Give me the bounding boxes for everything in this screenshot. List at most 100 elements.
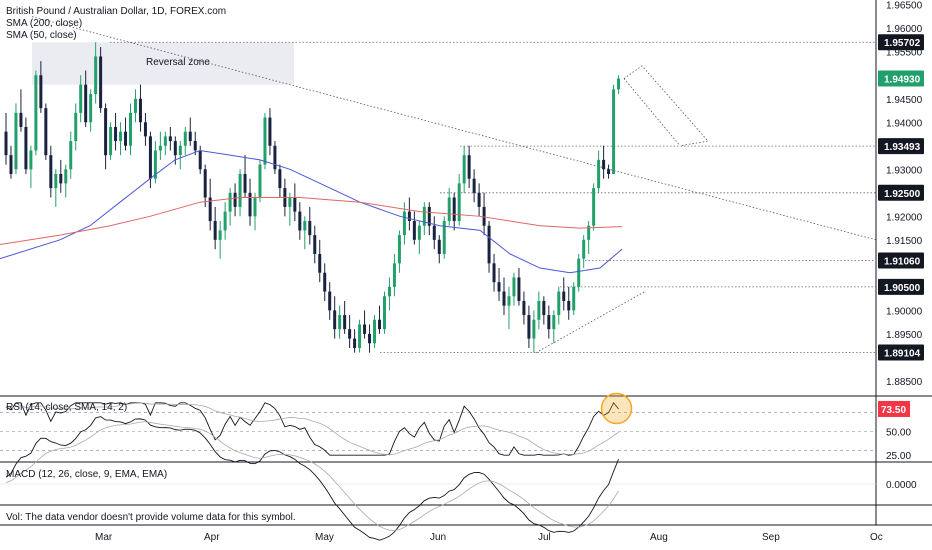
price-level-badge-text: 1.91060 xyxy=(884,257,921,268)
candle-body xyxy=(188,131,192,142)
candle-body xyxy=(497,282,501,292)
candle-body xyxy=(407,211,411,222)
candle-body xyxy=(24,126,28,170)
candle-body xyxy=(482,206,486,226)
candle-body xyxy=(44,108,48,156)
candle-body xyxy=(602,159,606,170)
candle-body xyxy=(422,206,426,226)
sma200-line xyxy=(0,197,623,246)
price-level-badge xyxy=(878,278,924,295)
candle-body xyxy=(368,333,372,344)
candle-body xyxy=(9,155,13,174)
month-label-may: May xyxy=(315,532,334,543)
macd-label: MACD (12, 26, close, 9, EMA, EMA) xyxy=(6,469,168,480)
candle-body xyxy=(452,197,456,222)
price-tick-label: 1.93000 xyxy=(886,165,923,176)
reversal-zone-label: Reversal zone xyxy=(146,57,210,68)
price-level-badge-text: 1.92500 xyxy=(884,189,921,200)
candle-body xyxy=(557,291,561,316)
last-price-badge-text: 1.94930 xyxy=(884,75,921,86)
candle-body xyxy=(512,277,516,297)
candle-body xyxy=(532,319,536,339)
price-tick-label: 1.92000 xyxy=(886,212,923,223)
candle-body xyxy=(313,235,317,254)
candle-body xyxy=(492,263,496,283)
sma50-legend: SMA (50, close) xyxy=(6,30,77,41)
sma50-line xyxy=(0,149,623,274)
candle-body xyxy=(39,75,43,109)
candle-body xyxy=(378,319,381,330)
candle-body xyxy=(94,56,98,95)
candles-group xyxy=(4,42,621,353)
candle-body xyxy=(99,56,103,109)
candle-body xyxy=(29,150,33,170)
candle-body xyxy=(114,126,118,142)
candle-body xyxy=(148,136,152,179)
candle-body xyxy=(34,75,38,151)
candle-body xyxy=(203,169,207,198)
candle-body xyxy=(263,117,267,165)
candle-body xyxy=(59,173,63,184)
candle-body xyxy=(462,155,466,184)
candle-body xyxy=(218,230,222,240)
candle-body xyxy=(363,324,367,334)
candle-body xyxy=(248,192,252,217)
last-price-badge xyxy=(878,70,924,87)
rsi-tick-label: 50.00 xyxy=(886,427,911,438)
rsi-label: RSI (14, close, SMA, 14, 2) xyxy=(6,402,128,413)
price-tick-label: 1.94000 xyxy=(886,118,923,129)
candle-body xyxy=(193,141,197,151)
candle-body xyxy=(138,98,142,123)
rsi-line xyxy=(5,401,619,456)
reversal-zone-rect xyxy=(32,42,294,85)
month-label-jul: Jul xyxy=(538,532,551,543)
price-tick-label: 1.96000 xyxy=(886,24,923,35)
candle-body xyxy=(547,315,551,330)
sma200-legend: SMA (200, close) xyxy=(6,18,83,29)
candle-body xyxy=(233,192,237,207)
price-level-badge xyxy=(878,344,924,361)
rsi-sma-line xyxy=(5,402,619,456)
candle-body xyxy=(318,253,322,273)
candle-body xyxy=(567,300,571,311)
volume-note: Vol: The data vendor doesn't provide vol… xyxy=(6,512,296,523)
price-level-badge xyxy=(878,252,924,269)
price-tick-label: 1.95500 xyxy=(886,48,923,59)
price-tick-label: 1.91500 xyxy=(886,236,923,247)
candle-body xyxy=(328,291,332,311)
candle-body xyxy=(308,221,312,236)
candle-body xyxy=(104,108,108,156)
rsi-value-badge-text: 73.50 xyxy=(881,405,906,416)
candle-body xyxy=(268,117,272,146)
candle-body xyxy=(153,150,157,179)
candle-body xyxy=(19,112,23,127)
candle-body xyxy=(612,89,616,174)
candle-body xyxy=(213,221,217,240)
candle-body xyxy=(253,197,257,217)
candle-body xyxy=(507,296,511,306)
candle-body xyxy=(592,188,596,226)
price-tick-label: 1.94500 xyxy=(886,95,923,106)
candle-body xyxy=(522,300,526,316)
price-level-badge xyxy=(878,34,924,51)
price-level-badge xyxy=(878,184,924,201)
candle-body xyxy=(552,315,556,330)
projection-arrow-inner xyxy=(623,78,681,147)
candle-body xyxy=(293,197,297,212)
candle-body xyxy=(343,315,347,330)
candle-body xyxy=(467,155,471,179)
candle-body xyxy=(562,291,566,301)
candle-body xyxy=(129,112,132,146)
candle-body xyxy=(119,131,123,142)
candle-body xyxy=(353,338,357,348)
price-tick-label: 1.90000 xyxy=(886,306,923,317)
price-tick-label: 1.88500 xyxy=(886,377,923,388)
candle-body xyxy=(402,211,406,236)
candle-body xyxy=(338,315,342,330)
candle-body xyxy=(49,155,53,189)
candle-body xyxy=(323,272,327,292)
candle-body xyxy=(4,131,8,156)
candle-body xyxy=(447,197,451,222)
candle-body xyxy=(502,291,506,306)
